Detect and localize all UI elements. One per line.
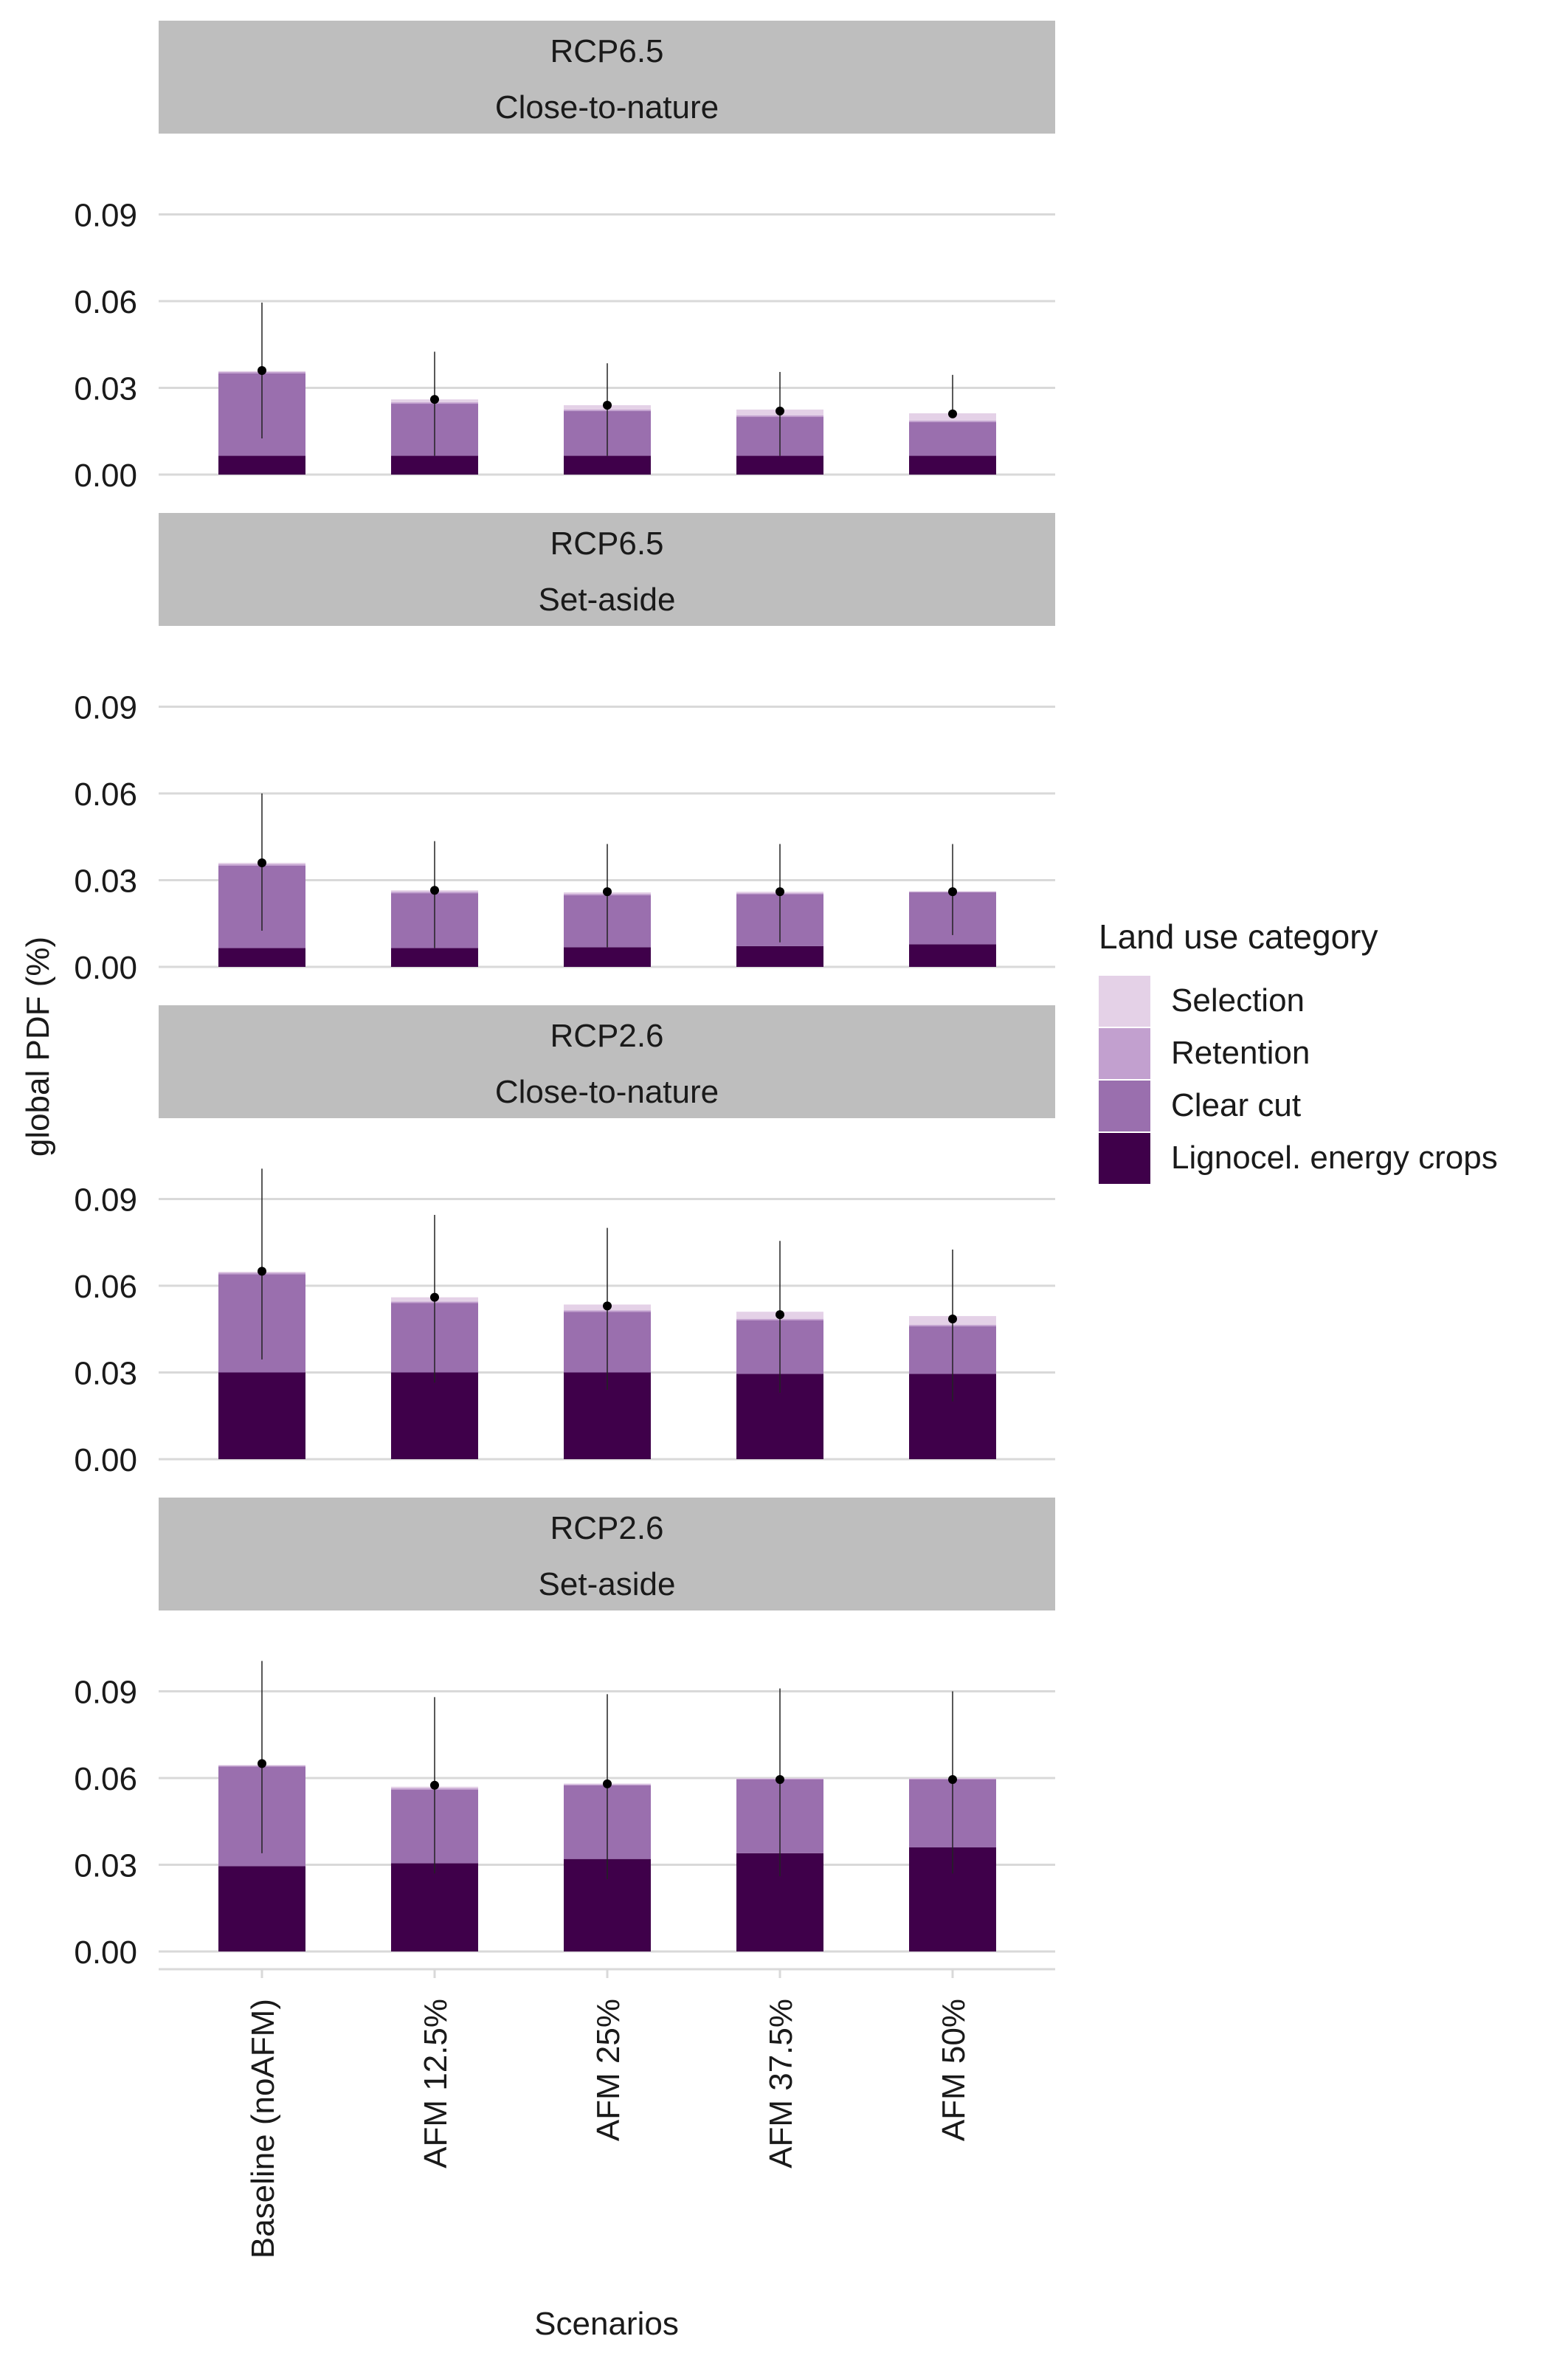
legend-swatch [1099,1133,1150,1184]
y-tick-label: 0.06 [74,1269,137,1305]
facet-panel: RCP6.5 Set-aside 0.00 0.03 0.06 0.09 [74,513,1055,986]
bar-segment [391,1863,478,1951]
mean-point [776,406,784,416]
legend-swatch [1099,976,1150,1027]
x-axis-label: Scenarios [534,2306,679,2342]
y-tick-label: 0.06 [74,284,137,320]
mean-point [430,1780,439,1790]
legend-swatch [1099,1028,1150,1079]
facet-strip-label: Close-to-nature [495,1074,719,1110]
bar-segment [218,948,305,967]
bar-segment [564,947,651,967]
mean-point [430,886,439,895]
facet-strip-label: Set-aside [539,582,676,618]
x-tick-label: AFM 12.5% [418,1999,454,2168]
mean-point [948,1315,957,1324]
mean-point [258,366,266,375]
legend-label: Selection [1171,982,1305,1019]
legend-swatch [1099,1081,1150,1131]
x-tick-label: AFM 50% [936,1999,972,2141]
bar-segment [564,455,651,475]
y-tick-label: 0.00 [74,458,137,494]
mean-point [776,1310,784,1320]
mean-point [258,1267,266,1276]
bar-segment [218,455,305,475]
facet-strip [159,1005,1055,1118]
y-tick-label: 0.03 [74,371,137,407]
facet-panel: RCP2.6 Close-to-nature 0.00 0.03 0.06 0.09 [74,1005,1055,1478]
mean-point [258,858,266,867]
bar-segment [909,421,996,456]
facet-strip [159,1498,1055,1610]
bar-segment [391,1372,478,1459]
mean-point [776,887,784,897]
y-tick-label: 0.03 [74,1848,137,1884]
mean-point [948,1774,957,1784]
x-axis: Baseline (noAFM) AFM 12.5% AFM 25% AFM 37.5… [159,1968,1055,2259]
bar-segment [909,944,996,967]
mean-point [603,401,612,410]
mean-point [603,887,612,897]
facet-strip-label: RCP6.5 [550,33,663,69]
y-tick-label: 0.00 [74,950,137,986]
y-tick-label: 0.00 [74,1935,137,1971]
bar-segment [909,455,996,475]
facet-strip-label: Set-aside [539,1566,676,1602]
bar-segment [218,1866,305,1951]
legend-label: Retention [1171,1035,1310,1071]
mean-point [603,1779,612,1788]
bar-segment [391,455,478,475]
mean-point [430,1292,439,1302]
y-tick-label: 0.06 [74,776,137,813]
legend-label: Lignocel. energy crops [1171,1140,1498,1176]
y-axis-label: global PDF (%) [20,937,56,1157]
x-tick-label: Baseline (noAFM) [245,1999,281,2259]
facet-strip-label: RCP2.6 [550,1510,663,1546]
mean-point [948,887,957,897]
y-tick-label: 0.00 [74,1442,137,1478]
y-tick-label: 0.09 [74,690,137,726]
y-tick-label: 0.09 [74,1675,137,1711]
mean-point [948,409,957,418]
facet-strip-label: Close-to-nature [495,89,719,125]
facet-panel: RCP6.5 Close-to-nature 0.00 0.03 0.06 0.09 [74,21,1055,494]
x-tick-label: AFM 37.5% [763,1999,799,2168]
facet-strip [159,513,1055,626]
facet-panel: RCP2.6 Set-aside 0.00 0.03 0.06 0.09 [74,1498,1055,1971]
y-tick-label: 0.03 [74,864,137,900]
mean-point [603,1301,612,1311]
bar-segment [218,1372,305,1459]
bar-segment [736,455,823,475]
y-tick-label: 0.06 [74,1761,137,1797]
legend-label: Clear cut [1171,1087,1301,1123]
legend-title: Land use category [1099,917,1378,956]
y-tick-label: 0.09 [74,1182,137,1219]
mean-point [430,395,439,404]
x-tick-label: AFM 25% [590,1999,626,2141]
facet-strip-label: RCP6.5 [550,526,663,562]
panels: RCP6.5Close-to-nature0.000.030.060.09RCP… [74,21,1055,1971]
y-tick-label: 0.03 [74,1356,137,1392]
bar-segment [909,420,996,422]
mean-point [258,1759,266,1768]
y-tick-label: 0.09 [74,198,137,234]
facet-strip [159,21,1055,134]
legend: Land use category Selection Retention Clea… [1099,917,1498,1184]
bar-segment [736,945,823,967]
bar-segment [391,948,478,967]
mean-point [776,1774,784,1784]
facet-strip-label: RCP2.6 [550,1018,663,1054]
